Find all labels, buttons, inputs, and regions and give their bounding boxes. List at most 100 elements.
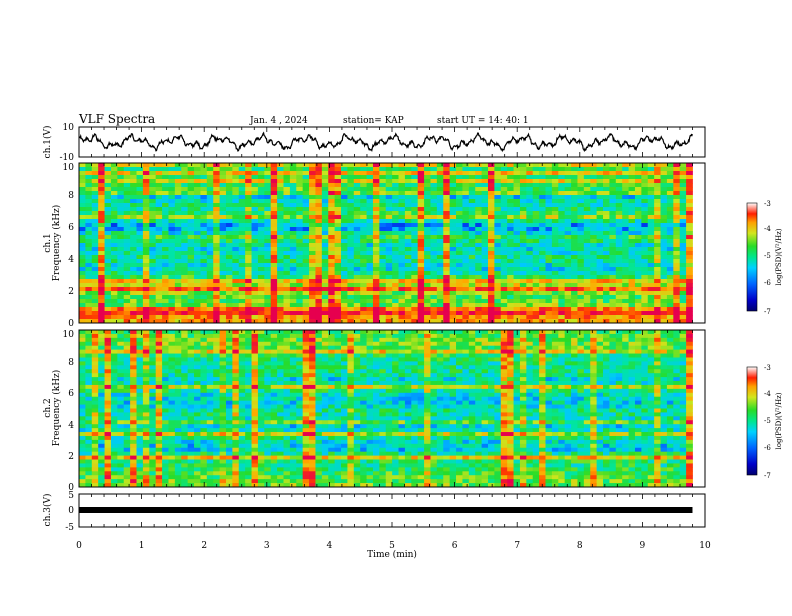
spectrogram-cell bbox=[290, 195, 297, 199]
spectrogram-cell bbox=[271, 167, 278, 171]
spectrogram-cell bbox=[258, 179, 265, 183]
spectrogram-cell bbox=[386, 295, 393, 299]
spectrogram-cell bbox=[360, 239, 367, 243]
spectrogram-cell bbox=[577, 291, 584, 295]
spectrogram-cell bbox=[475, 263, 482, 267]
spectrogram-cell bbox=[111, 357, 118, 361]
spectrogram-cell bbox=[411, 263, 418, 267]
spectrogram-cell bbox=[296, 330, 303, 334]
spectrogram-cell bbox=[354, 295, 361, 299]
spectrogram-cell bbox=[335, 211, 342, 215]
spectrogram-cell bbox=[200, 187, 207, 191]
spectrogram-cell bbox=[399, 195, 406, 199]
spectrogram-cell bbox=[341, 199, 348, 203]
spectrogram-cell bbox=[667, 354, 674, 358]
spectrogram-cell bbox=[271, 357, 278, 361]
spectrogram-cell bbox=[399, 235, 406, 239]
spectrogram-cell bbox=[367, 307, 374, 311]
spectrogram-cell bbox=[424, 223, 431, 227]
spectrogram-cell bbox=[507, 275, 514, 279]
spectrogram-cell bbox=[328, 303, 335, 307]
spectrogram-cell bbox=[488, 275, 495, 279]
spectrogram-cell bbox=[597, 267, 604, 271]
ch1-freq-tick-6: 6 bbox=[68, 223, 74, 233]
spectrogram-cell bbox=[533, 263, 540, 267]
spectrogram-cell bbox=[264, 271, 271, 275]
spectrogram-cell bbox=[450, 231, 457, 235]
spectrogram-cell bbox=[629, 346, 636, 350]
spectrogram-cell bbox=[379, 183, 386, 187]
spectrogram-cell bbox=[667, 311, 674, 315]
spectrogram-cell bbox=[335, 330, 342, 334]
spectrogram-cell bbox=[213, 215, 220, 219]
spectrogram-cell bbox=[565, 167, 572, 171]
spectrogram-cell bbox=[526, 167, 533, 171]
spectrogram-cell bbox=[181, 365, 188, 369]
spectrogram-cell bbox=[271, 183, 278, 187]
spectrogram-cell bbox=[239, 239, 246, 243]
spectrogram-cell bbox=[194, 365, 201, 369]
spectrogram-cell bbox=[411, 283, 418, 287]
spectrogram-cell bbox=[296, 365, 303, 369]
spectrogram-cell bbox=[194, 295, 201, 299]
spectrogram-cell bbox=[686, 303, 693, 307]
spectrogram-cell bbox=[641, 361, 648, 365]
spectrogram-cell bbox=[271, 365, 278, 369]
spectrogram-cell bbox=[546, 223, 553, 227]
spectrogram-cell bbox=[181, 235, 188, 239]
spectrogram-cell bbox=[175, 291, 182, 295]
spectrogram-cell bbox=[322, 259, 329, 263]
spectrogram-cell bbox=[213, 267, 220, 271]
spectrogram-cell bbox=[635, 303, 642, 307]
spectrogram-cell bbox=[533, 330, 540, 334]
spectrogram-cell bbox=[137, 311, 144, 315]
spectrogram-cell bbox=[137, 171, 144, 175]
spectrogram-cell bbox=[264, 199, 271, 203]
spectrogram-cell bbox=[367, 271, 374, 275]
spectrogram-cell bbox=[277, 315, 284, 319]
spectrogram-cell bbox=[207, 231, 214, 235]
spectrogram-cell bbox=[539, 338, 546, 342]
spectrogram-cell bbox=[450, 330, 457, 334]
spectrogram-cell bbox=[322, 167, 329, 171]
spectrogram-cell bbox=[558, 255, 565, 259]
spectrogram-cell bbox=[373, 287, 380, 291]
spectrogram-cell bbox=[245, 227, 252, 231]
spectrogram-cell bbox=[315, 287, 322, 291]
spectrogram-cell bbox=[322, 291, 329, 295]
spectrogram-cell bbox=[181, 163, 188, 167]
spectrogram-cell bbox=[220, 191, 227, 195]
spectrogram-cell bbox=[520, 211, 527, 215]
spectrogram-cell bbox=[315, 187, 322, 191]
spectrogram-cell bbox=[673, 171, 680, 175]
spectrogram-cell bbox=[501, 243, 508, 247]
spectrogram-cell bbox=[558, 334, 565, 338]
spectrogram-cell bbox=[328, 263, 335, 267]
spectrogram-cell bbox=[462, 167, 469, 171]
spectrogram-cell bbox=[616, 271, 623, 275]
spectrogram-cell bbox=[577, 163, 584, 167]
spectrogram-cell bbox=[386, 287, 393, 291]
spectrogram-cell bbox=[405, 255, 412, 259]
spectrogram-cell bbox=[552, 311, 559, 315]
spectrogram-cell bbox=[373, 299, 380, 303]
spectrogram-cell bbox=[622, 239, 629, 243]
spectrogram-cell bbox=[92, 187, 99, 191]
spectrogram-cell bbox=[654, 354, 661, 358]
spectrogram-cell bbox=[501, 287, 508, 291]
spectrogram-cell bbox=[200, 350, 207, 354]
spectrogram-cell bbox=[641, 187, 648, 191]
spectrogram-cell bbox=[315, 195, 322, 199]
spectrogram-cell bbox=[290, 259, 297, 263]
spectrogram-cell bbox=[79, 338, 86, 342]
date-label: Jan. 4 , 2024 bbox=[249, 116, 308, 126]
spectrogram-cell bbox=[226, 203, 233, 207]
spectrogram-cell bbox=[399, 283, 406, 287]
spectrogram-cell bbox=[430, 350, 437, 354]
spectrogram-cell bbox=[239, 279, 246, 283]
spectrogram-cell bbox=[456, 239, 463, 243]
spectrogram-cell bbox=[577, 342, 584, 346]
spectrogram-cell bbox=[188, 167, 195, 171]
ch1-spectrogram-image bbox=[79, 163, 693, 323]
spectrogram-cell bbox=[501, 311, 508, 315]
